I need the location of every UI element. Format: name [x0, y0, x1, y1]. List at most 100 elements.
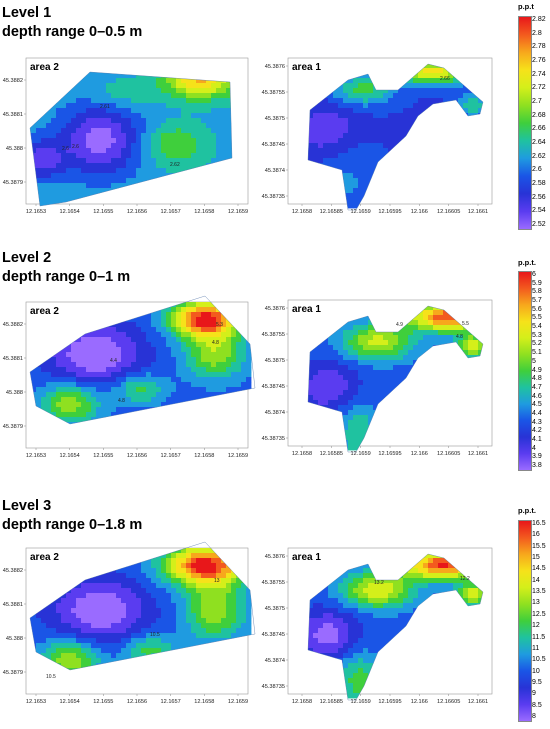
contour-cell — [201, 108, 207, 114]
contour-cell — [126, 417, 132, 423]
contour-cell — [418, 345, 424, 351]
contour-cell — [141, 302, 147, 308]
contour-cell — [151, 173, 157, 179]
contour-cell — [111, 88, 117, 94]
contour-cell — [288, 320, 293, 325]
contour-cell — [343, 355, 349, 361]
contour-cell — [161, 72, 167, 74]
contour-cell — [101, 153, 107, 159]
contour-cell — [458, 98, 464, 104]
contour-cell — [76, 402, 82, 408]
contour-cell — [201, 427, 206, 432]
contour-cell — [393, 73, 399, 79]
contour-cell — [388, 350, 394, 356]
contour-cell — [51, 178, 57, 184]
contour-cell — [31, 417, 37, 423]
contour-cell — [121, 372, 127, 378]
contour-cell — [126, 103, 132, 109]
contour-cell — [96, 168, 102, 174]
level-2-area-1-map: 12.1658 12.16585 12.1659 12.16595 12.166 12.1… — [262, 299, 493, 457]
contour-cell — [338, 163, 344, 169]
contour-cell — [353, 68, 359, 74]
contour-cell — [478, 183, 483, 189]
level-1-title: Level 1 depth range 0–0.5 m — [2, 4, 142, 42]
contour-cell — [333, 173, 339, 179]
contour-cell — [36, 143, 42, 149]
contour-cell — [31, 158, 37, 164]
contour-cell — [141, 108, 147, 114]
contour-cell — [308, 148, 309, 154]
contour-cell — [368, 310, 374, 316]
contour-cell — [101, 322, 107, 328]
contour-cell — [448, 370, 454, 376]
contour-cell — [36, 188, 42, 194]
contour-cell — [186, 113, 192, 119]
contour-cell — [368, 158, 374, 164]
contour-cell — [146, 407, 152, 413]
contour-cell — [383, 148, 389, 154]
contour-cell — [393, 405, 399, 411]
contour-cell — [136, 173, 142, 179]
contour-cell — [141, 422, 147, 424]
contour-cell — [136, 327, 142, 333]
contour-cell — [478, 68, 483, 74]
contour-cell — [338, 78, 344, 84]
contour-cell — [478, 310, 483, 316]
contour-cell — [161, 392, 167, 398]
contour-cell — [236, 352, 242, 358]
contour-cell — [473, 350, 479, 356]
contour-cell — [51, 133, 57, 139]
contour-cell — [236, 113, 241, 118]
contour-cell — [363, 380, 369, 386]
contour-cell — [171, 63, 176, 68]
contour-cell — [388, 183, 394, 189]
contour-cell — [458, 315, 464, 321]
contour-cell — [41, 138, 47, 144]
contour-cell — [156, 118, 162, 124]
contour-cell — [343, 390, 349, 396]
contour-cell — [151, 158, 157, 164]
contour-cell — [221, 337, 227, 343]
contour-cell — [136, 402, 142, 408]
contour-cell — [96, 73, 102, 79]
contour-cell — [191, 118, 197, 124]
contour-cell — [76, 143, 82, 149]
contour-cell — [206, 153, 212, 159]
contour-cell — [186, 357, 192, 363]
contour-cell — [393, 370, 399, 376]
contour-cell — [393, 300, 398, 305]
contour-cell — [141, 128, 147, 134]
contour-cell — [418, 148, 424, 154]
contour-cell — [236, 193, 241, 198]
contour-cell — [453, 58, 458, 63]
contour-cell — [206, 392, 212, 398]
contour-cell — [141, 143, 147, 149]
contour-cell — [343, 340, 349, 346]
contour-cell — [191, 113, 197, 119]
contour-cell — [408, 405, 414, 411]
contour-cell — [353, 183, 359, 189]
contour-cell — [106, 312, 112, 318]
contour-cell — [483, 385, 488, 390]
contour-cell — [313, 405, 319, 411]
contour-cell — [181, 148, 187, 154]
contour-cell — [166, 432, 171, 437]
contour-cell — [318, 173, 324, 179]
contour-cell — [201, 188, 207, 194]
contour-cell — [131, 387, 137, 393]
contour-cell — [201, 417, 207, 423]
contour-cell — [46, 178, 52, 184]
contour-cell — [101, 188, 107, 194]
contour-cell — [488, 400, 493, 405]
contour-cell — [241, 442, 246, 447]
contour-cell — [161, 397, 167, 403]
contour-cell — [293, 133, 298, 138]
contour-cell — [473, 123, 479, 129]
contour-cell — [423, 148, 429, 154]
contour-cell — [121, 148, 127, 154]
contour-cell — [61, 73, 67, 79]
contour-cell — [126, 158, 132, 164]
contour-field — [30, 63, 241, 206]
contour-cell — [448, 325, 454, 331]
contour-cell — [313, 133, 319, 139]
